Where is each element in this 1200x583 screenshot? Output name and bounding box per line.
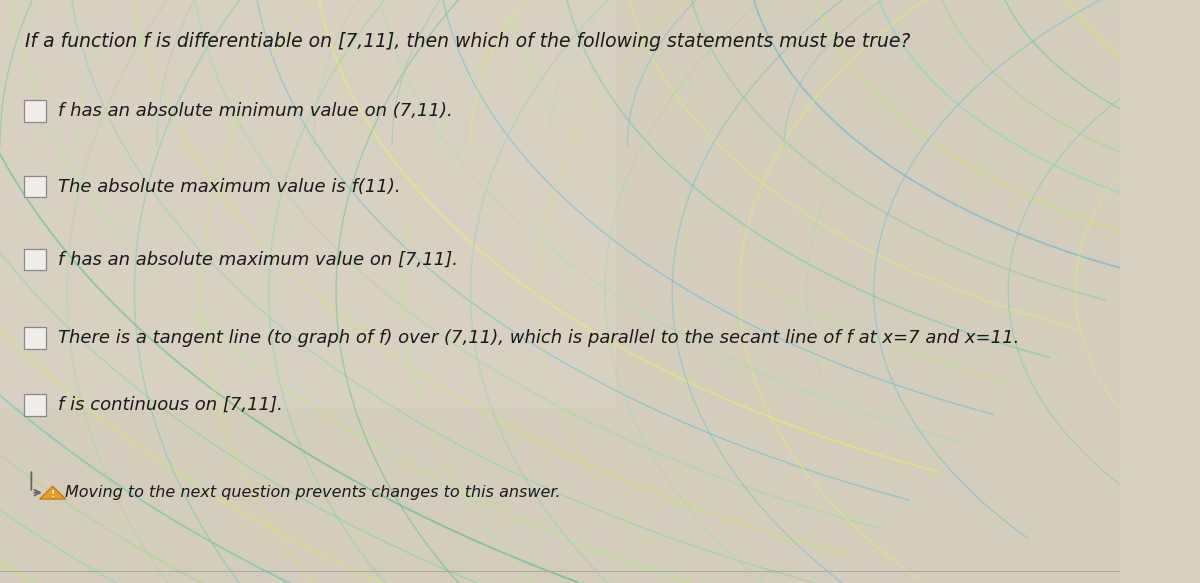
- Text: f is continuous on [7,11].: f is continuous on [7,11].: [59, 396, 283, 414]
- FancyBboxPatch shape: [24, 394, 46, 416]
- Text: !: !: [50, 490, 55, 499]
- Text: f has an absolute minimum value on (7,11).: f has an absolute minimum value on (7,11…: [59, 102, 454, 120]
- FancyBboxPatch shape: [24, 175, 46, 198]
- FancyBboxPatch shape: [24, 100, 46, 122]
- Text: Moving to the next question prevents changes to this answer.: Moving to the next question prevents cha…: [65, 485, 560, 500]
- Polygon shape: [40, 486, 66, 499]
- FancyBboxPatch shape: [24, 327, 46, 349]
- FancyBboxPatch shape: [24, 248, 46, 271]
- Bar: [0, 0, 616, 408]
- Text: There is a tangent line (to graph of f) over (7,11), which is parallel to the se: There is a tangent line (to graph of f) …: [59, 329, 1020, 347]
- Text: If a function f is differentiable on [7,11], then which of the following stateme: If a function f is differentiable on [7,…: [25, 32, 910, 51]
- Text: f has an absolute maximum value on [7,11].: f has an absolute maximum value on [7,11…: [59, 251, 458, 268]
- Text: The absolute maximum value is f(11).: The absolute maximum value is f(11).: [59, 178, 401, 195]
